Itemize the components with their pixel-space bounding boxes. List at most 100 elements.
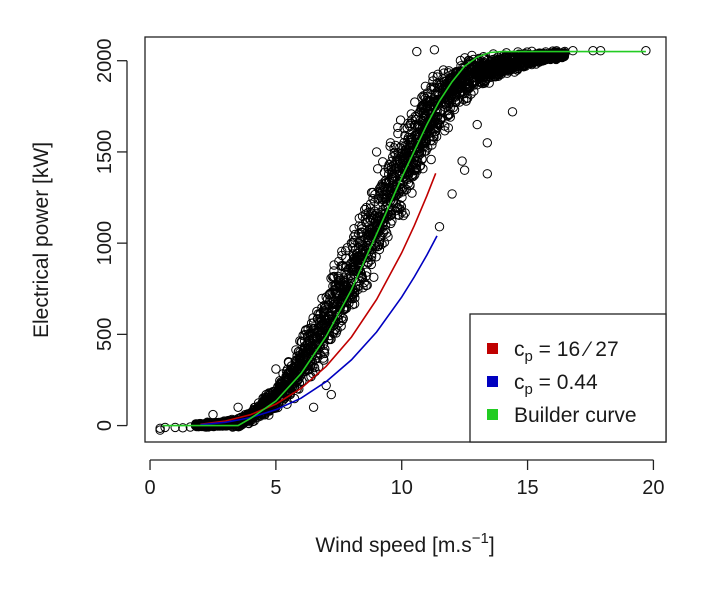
scatter-point [293, 346, 304, 357]
scatter-point [416, 148, 427, 158]
scatter-point [330, 281, 340, 292]
scatter-point [474, 66, 485, 76]
scatter-point [337, 246, 347, 257]
y-tick-label: 0 [94, 420, 116, 431]
scatter-point [428, 76, 438, 86]
scatter-point [332, 288, 342, 298]
scatter-point [279, 388, 290, 398]
scatter-point [412, 166, 422, 176]
scatter-point [478, 66, 488, 76]
scatter-point [334, 318, 344, 328]
legend: cp = 16 ⁄ 27 cp = 0.44 Builder curve [469, 313, 667, 443]
scatter-point [317, 293, 327, 304]
scatter-point [368, 194, 378, 204]
scatter-point [285, 367, 295, 377]
scatter-point [375, 182, 386, 193]
scatter-point [410, 97, 420, 107]
x-tick-label: 15 [516, 477, 538, 499]
scatter-point [385, 141, 395, 152]
scatter-point [383, 203, 393, 214]
y-axis: 0 500 1000 1500 2000 [94, 38, 128, 431]
scatter-point [378, 194, 388, 205]
scatter-point [447, 189, 457, 199]
scatter-point [335, 279, 345, 289]
scatter-point [349, 257, 359, 267]
scatter-point [443, 94, 453, 104]
scatter-point [314, 331, 325, 341]
x-axis-label: Wind speed [m.s−1] [315, 530, 494, 557]
scatter-point [641, 46, 651, 56]
scatter-point [155, 425, 165, 435]
plot-frame [144, 36, 667, 443]
scatter-point [393, 128, 403, 139]
scatter-point [423, 91, 433, 101]
scatter-point [568, 46, 578, 56]
scatter-point [443, 105, 453, 116]
scatter-point [326, 323, 336, 333]
scatter-point [499, 53, 509, 63]
scatter-point [366, 207, 376, 218]
scatter-point [208, 409, 218, 420]
scatter-point [292, 372, 303, 383]
scatter-point [440, 126, 450, 136]
scatter-point [414, 122, 424, 132]
scatter-point [399, 153, 410, 163]
x-tick-label: 5 [270, 477, 281, 499]
legend-swatch-cp_044 [487, 376, 498, 387]
scatter-point [452, 73, 462, 83]
scatter-point [346, 238, 357, 248]
scatter-point [422, 101, 432, 111]
scatter-point [313, 309, 323, 319]
scatter-point [366, 255, 376, 265]
scatter-point [407, 188, 417, 198]
scatter-point [457, 86, 467, 96]
scatter-point [282, 377, 292, 387]
scatter-point [358, 245, 368, 255]
scatter-point [314, 362, 324, 372]
scatter-point [370, 218, 380, 228]
y-tick-label: 2000 [94, 38, 116, 83]
scatter-point [252, 407, 262, 418]
scatter-point [374, 193, 384, 204]
scatter-point [434, 222, 445, 232]
scatter-point [390, 172, 400, 182]
model-curves [162, 50, 646, 427]
scatter-point [476, 72, 486, 82]
y-tick-label: 1000 [94, 221, 116, 266]
scatter-point [403, 174, 413, 184]
scatter-point [450, 91, 460, 101]
scatter-points [155, 45, 651, 435]
scatter-point [350, 235, 360, 245]
x-axis-label-suffix: ] [489, 534, 495, 557]
scatter-point [473, 72, 484, 82]
scatter-point [349, 299, 360, 309]
scatter-point [349, 224, 359, 234]
scatter-point [371, 252, 381, 262]
scatter-point [405, 135, 415, 145]
scatter-point [507, 107, 518, 117]
scatter-point [364, 230, 374, 240]
scatter-point [319, 307, 329, 318]
scatter-point [399, 123, 409, 134]
scatter-point [217, 419, 227, 430]
scatter-point [361, 280, 371, 291]
scatter-point [337, 291, 347, 302]
y-axis-label: Electrical power [kW] [30, 142, 53, 338]
y-tick-label: 1500 [94, 130, 116, 175]
scatter-point [288, 371, 298, 382]
scatter-point [326, 389, 336, 400]
scatter-point [420, 81, 431, 92]
scatter-point [170, 422, 180, 433]
scatter-point [489, 62, 499, 73]
scatter-point [389, 188, 399, 198]
scatter-point [239, 411, 249, 422]
scatter-point [395, 200, 405, 210]
scatter-point [391, 156, 401, 166]
scatter-point [535, 48, 545, 59]
legend-label-builder: Builder curve [514, 404, 637, 427]
series-line-cp_betz [200, 173, 437, 426]
scatter-point [308, 318, 319, 328]
scatter-point [488, 63, 499, 73]
scatter-point [407, 152, 417, 162]
scatter-point [185, 422, 196, 432]
